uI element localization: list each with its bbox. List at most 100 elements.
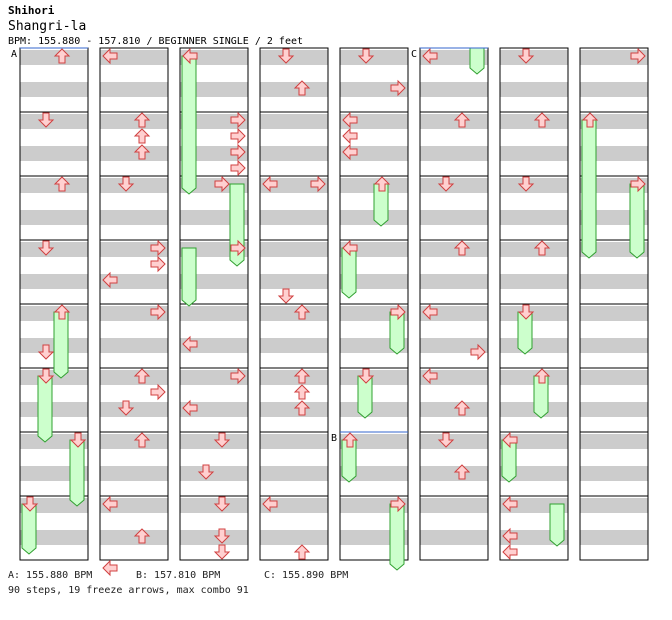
step-arrow-l: [422, 303, 438, 321]
beat-stripe: [20, 114, 88, 129]
beat-stripe: [20, 50, 88, 65]
step-arrow-u: [133, 128, 151, 144]
step-arrow-u: [53, 176, 71, 192]
step-arrow-u: [453, 400, 471, 416]
step-arrow-u: [133, 432, 151, 448]
step-arrow-r: [230, 143, 246, 161]
beat-stripe: [500, 210, 568, 225]
freeze-arrow: [469, 47, 485, 75]
beat-stripe: [420, 530, 488, 545]
beat-stripe: [100, 530, 168, 545]
beat-stripe: [20, 242, 88, 257]
beat-stripe: [20, 530, 88, 545]
beat-stripe: [180, 498, 248, 513]
beat-stripe: [580, 306, 648, 321]
song-title: Shangri-la: [8, 19, 87, 34]
artist-name: Shihori: [8, 4, 55, 17]
freeze-arrow: [37, 375, 53, 443]
step-arrow-d: [37, 344, 55, 360]
beat-stripe: [340, 402, 408, 417]
step-arrow-d: [277, 48, 295, 64]
beat-stripe: [580, 530, 648, 545]
step-arrow-r: [310, 175, 326, 193]
beat-stripe: [500, 466, 568, 481]
beat-stripe: [100, 370, 168, 385]
beat-stripe: [420, 242, 488, 257]
step-arrow-d: [357, 368, 375, 384]
step-arrow-l: [502, 527, 518, 545]
step-arrow-u: [133, 144, 151, 160]
step-arrow-l: [102, 271, 118, 289]
step-arrow-u: [373, 176, 391, 192]
beat-stripe: [260, 530, 328, 545]
step-arrow-r: [390, 495, 406, 513]
beat-stripe: [260, 338, 328, 353]
step-arrow-l: [502, 495, 518, 513]
step-arrow-u: [293, 400, 311, 416]
beat-stripe: [500, 82, 568, 97]
step-arrow-u: [53, 48, 71, 64]
beat-stripe: [260, 370, 328, 385]
step-arrow-l: [182, 335, 198, 353]
step-arrow-u: [453, 464, 471, 480]
step-arrow-u: [293, 544, 311, 560]
beat-stripe: [260, 114, 328, 129]
step-arrow-l: [182, 399, 198, 417]
step-arrow-l: [262, 175, 278, 193]
step-arrow-d: [437, 432, 455, 448]
beat-stripe: [580, 434, 648, 449]
bpm-legend-c: C: 155.890 BPM: [264, 570, 349, 581]
beat-stripe: [340, 370, 408, 385]
freeze-arrow: [181, 55, 197, 195]
step-arrow-u: [533, 240, 551, 256]
beat-stripe: [180, 274, 248, 289]
beat-stripe: [20, 274, 88, 289]
beat-stripe: [420, 82, 488, 97]
beat-stripe: [180, 466, 248, 481]
beat-stripe: [500, 50, 568, 65]
beat-stripe: [580, 114, 648, 129]
step-arrow-u: [293, 80, 311, 96]
beat-stripe: [20, 178, 88, 193]
chart-column-2: [99, 47, 169, 561]
beat-stripe: [100, 146, 168, 161]
beat-stripe: [260, 210, 328, 225]
beat-stripe: [580, 274, 648, 289]
step-arrow-u: [533, 368, 551, 384]
step-arrow-u: [341, 432, 359, 448]
step-arrow-r: [214, 175, 230, 193]
beat-stripe: [20, 498, 88, 513]
beat-stripe: [500, 306, 568, 321]
step-arrow-r: [150, 303, 166, 321]
step-arrow-d: [37, 240, 55, 256]
step-arrow-r: [230, 111, 246, 129]
step-arrow-r: [230, 367, 246, 385]
beat-stripe: [340, 50, 408, 65]
step-arrow-l: [342, 127, 358, 145]
step-arrow-u: [581, 112, 599, 128]
step-arrow-d: [213, 528, 231, 544]
beat-stripe: [500, 178, 568, 193]
bpm-marker-label: C: [411, 49, 417, 60]
beat-stripe: [180, 434, 248, 449]
step-arrow-u: [293, 384, 311, 400]
step-arrow-u: [133, 112, 151, 128]
beat-stripe: [100, 178, 168, 193]
chart-column-4: [259, 47, 329, 561]
beat-stripe: [260, 306, 328, 321]
beat-stripe: [340, 274, 408, 289]
beat-stripe: [500, 146, 568, 161]
beat-stripe: [500, 114, 568, 129]
beat-stripe: [100, 434, 168, 449]
beat-stripe: [420, 274, 488, 289]
step-arrow-l: [262, 495, 278, 513]
freeze-arrow: [229, 183, 245, 267]
beat-stripe: [500, 274, 568, 289]
step-arrow-d: [37, 368, 55, 384]
beat-stripe: [580, 370, 648, 385]
beat-stripe: [260, 82, 328, 97]
step-arrow-l: [102, 495, 118, 513]
beat-stripe: [100, 114, 168, 129]
step-arrow-d: [517, 304, 535, 320]
